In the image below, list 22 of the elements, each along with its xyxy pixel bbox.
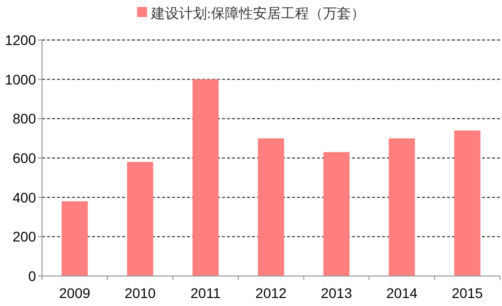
legend-label: 建设计划:保障性安居工程（万套）	[150, 6, 365, 22]
x-tick-label: 2015	[452, 285, 484, 301]
x-tick-label: 2010	[124, 285, 156, 301]
bar	[258, 138, 284, 276]
x-tick-label: 2013	[320, 285, 352, 301]
x-tick-label: 2014	[386, 285, 418, 301]
x-tick-label: 2011	[190, 285, 221, 301]
bar	[454, 130, 480, 276]
bar	[62, 201, 88, 276]
bar	[323, 152, 350, 276]
y-tick-label: 0	[28, 268, 36, 284]
x-tick-label: 2009	[59, 285, 90, 301]
y-tick-label: 1000	[4, 71, 36, 88]
y-tick-label: 800	[12, 110, 36, 127]
bar	[388, 138, 415, 276]
y-tick-label: 200	[12, 228, 36, 245]
y-tick-label: 600	[12, 150, 36, 166]
bar	[127, 162, 154, 276]
bar	[192, 79, 219, 276]
x-tick-label: 2012	[255, 285, 287, 301]
y-tick-label: 1200	[4, 32, 36, 48]
y-tick-label: 400	[12, 189, 36, 206]
